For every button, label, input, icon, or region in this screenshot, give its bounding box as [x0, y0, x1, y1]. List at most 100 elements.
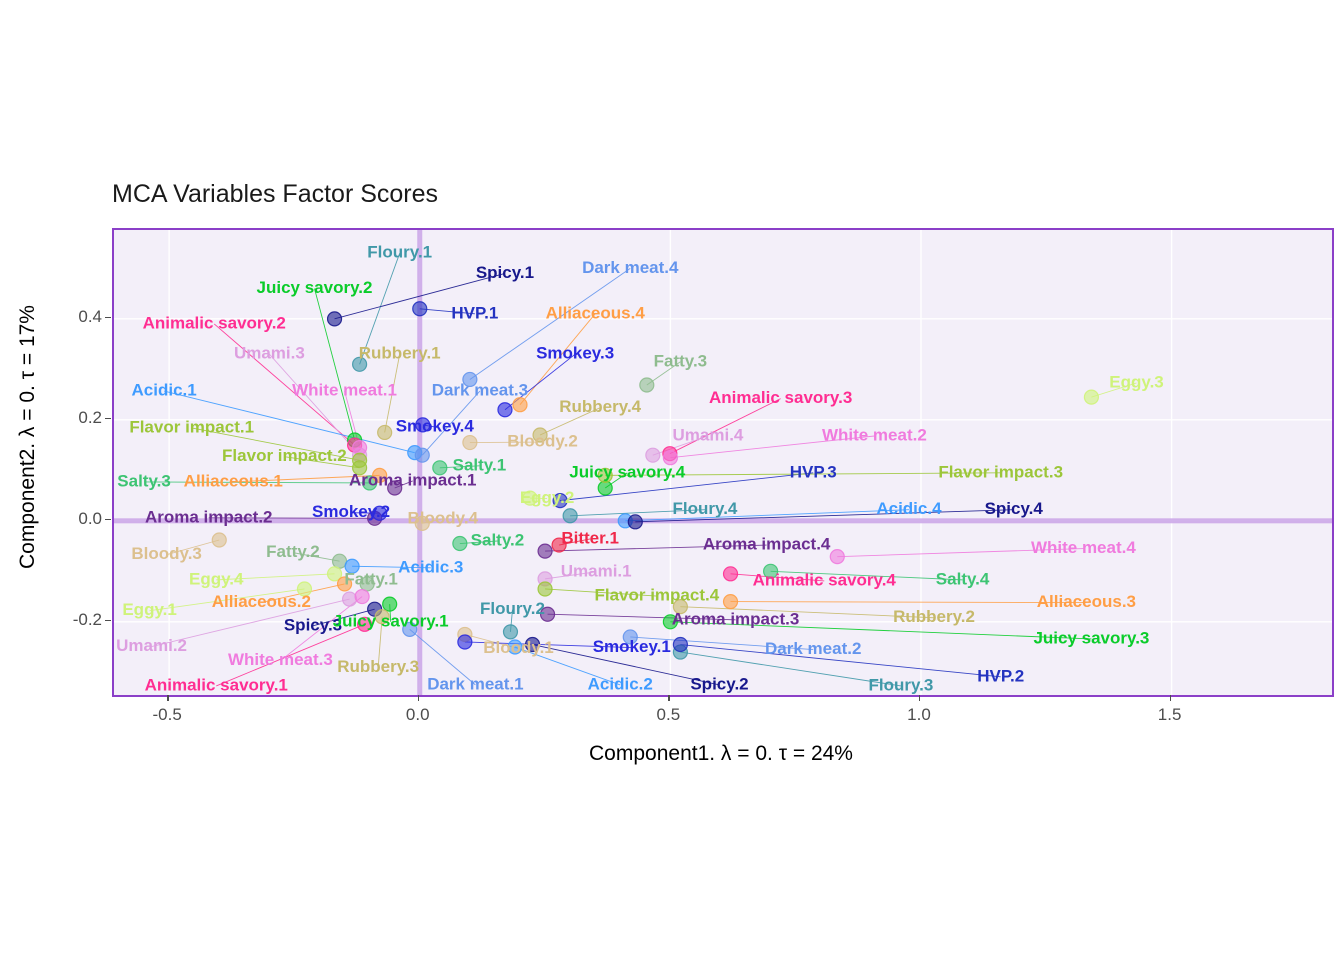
y-tick-label: -0.2: [72, 609, 102, 629]
x-axis-title: Component1. λ = 0. τ = 24%: [589, 742, 853, 765]
point-label: Aroma impact.1: [349, 470, 477, 489]
point-label: White meat.1: [292, 381, 397, 400]
label-connector: [1091, 382, 1137, 398]
x-tick-label: 0.5: [656, 705, 681, 724]
chart-title: MCA Variables Factor Scores: [112, 180, 439, 208]
point-label: Dark meat.1: [427, 674, 523, 693]
point-label: Floury.2: [480, 599, 545, 618]
scatter-plot: Floury.1 Spicy.1 Dark meat.4 Juicy savory.2…: [114, 230, 1332, 695]
data-point: [296, 581, 313, 597]
point-label: Smokey.2: [312, 502, 390, 521]
data-point: [326, 566, 343, 582]
point-label: Fatty.1: [344, 569, 398, 588]
point-label: Spicy.3: [284, 615, 342, 634]
plot-panel: Floury.1 Spicy.1 Dark meat.4 Juicy savory.2…: [112, 228, 1334, 697]
point-label: Acidic.2: [588, 674, 653, 693]
data-point: [352, 356, 368, 372]
point-label: Flavor impact.2: [222, 446, 347, 465]
data-point: [763, 563, 779, 579]
label-connector: [625, 509, 909, 522]
label-connector: [421, 390, 481, 456]
point-label: Salty.4: [936, 569, 990, 588]
point-label: Eggy.2: [520, 488, 574, 507]
point-label: Alliaceous.1: [184, 471, 283, 490]
point-label: Aroma impact.3: [672, 609, 800, 628]
point-label: Flavor impact.3: [938, 462, 1063, 481]
label-connector: [269, 353, 360, 456]
data-point: [627, 514, 643, 530]
data-point: [344, 558, 360, 574]
y-tick-label: 0.0: [78, 508, 102, 528]
label-connector: [545, 571, 597, 580]
point-label: Rubbery.3: [337, 657, 419, 676]
label-connector: [770, 570, 963, 581]
x-tick-label: 1.5: [1157, 705, 1182, 724]
data-point: [1083, 389, 1100, 405]
point-label: Dark meat.4: [582, 258, 679, 277]
point-label: Smokey.1: [593, 637, 671, 656]
data-point: [414, 447, 430, 463]
point-label: Floury.1: [367, 243, 432, 262]
point-label: Bloody.3: [131, 544, 202, 563]
data-point: [497, 402, 513, 418]
point-label: Juicy savory.3: [1033, 628, 1149, 647]
point-label: Aroma impact.2: [145, 507, 273, 526]
data-point: [415, 417, 431, 433]
point-label: Bitter.1: [561, 528, 619, 547]
label-connector: [208, 517, 375, 519]
point-label: Bloody.4: [408, 508, 479, 527]
label-connector: [284, 456, 360, 469]
point-label: Fatty.2: [266, 542, 320, 561]
data-point: [354, 588, 370, 605]
label-connector: [191, 427, 360, 461]
point-label: HVP.2: [977, 666, 1024, 685]
data-point: [352, 440, 368, 456]
data-point: [326, 311, 343, 327]
data-point: [331, 553, 348, 569]
data-point: [662, 450, 678, 466]
point-label: White meat.4: [1031, 538, 1136, 557]
data-point: [622, 629, 638, 645]
data-point: [457, 634, 473, 650]
point-label: Flavor impact.4: [594, 586, 719, 605]
label-connector: [233, 474, 380, 483]
label-connector: [670, 435, 875, 459]
point-label: Flavor impact.1: [129, 417, 254, 436]
point-label: HVP.3: [790, 462, 837, 481]
x-tick-mark: [1169, 695, 1172, 701]
point-label: Eggy.4: [189, 569, 244, 588]
label-connector: [469, 268, 631, 380]
label-connector: [359, 253, 401, 365]
data-point: [412, 301, 428, 317]
point-label: Umami.1: [561, 561, 632, 580]
label-connector: [514, 646, 621, 686]
point-label: Salty.2: [471, 530, 525, 549]
point-label: HVP.1: [451, 303, 498, 322]
point-label: White meat.2: [822, 425, 927, 444]
data-point: [562, 508, 578, 524]
point-label: Animalic savory.1: [145, 675, 288, 694]
label-connector: [730, 573, 825, 582]
label-connector: [216, 573, 335, 581]
label-connector: [680, 651, 902, 687]
data-point: [382, 596, 398, 612]
label-connector: [669, 398, 781, 455]
data-point: [374, 609, 390, 625]
label-connector: [605, 472, 1001, 476]
label-connector: [680, 606, 935, 619]
point-label: Juicy savory.4: [569, 462, 685, 481]
point-label: Umami.4: [673, 425, 744, 444]
data-point: [452, 535, 468, 552]
label-connector: [464, 641, 632, 648]
data-point: [387, 480, 403, 496]
point-label: Floury.4: [673, 499, 738, 518]
data-point: [372, 505, 388, 521]
point-label: Spicy.1: [476, 263, 534, 282]
point-label: Bloody.1: [483, 638, 554, 657]
label-connector: [377, 616, 383, 668]
data-point: [372, 467, 388, 483]
data-point: [672, 599, 688, 615]
point-label: Spicy.2: [690, 674, 748, 693]
label-connector: [292, 552, 340, 562]
